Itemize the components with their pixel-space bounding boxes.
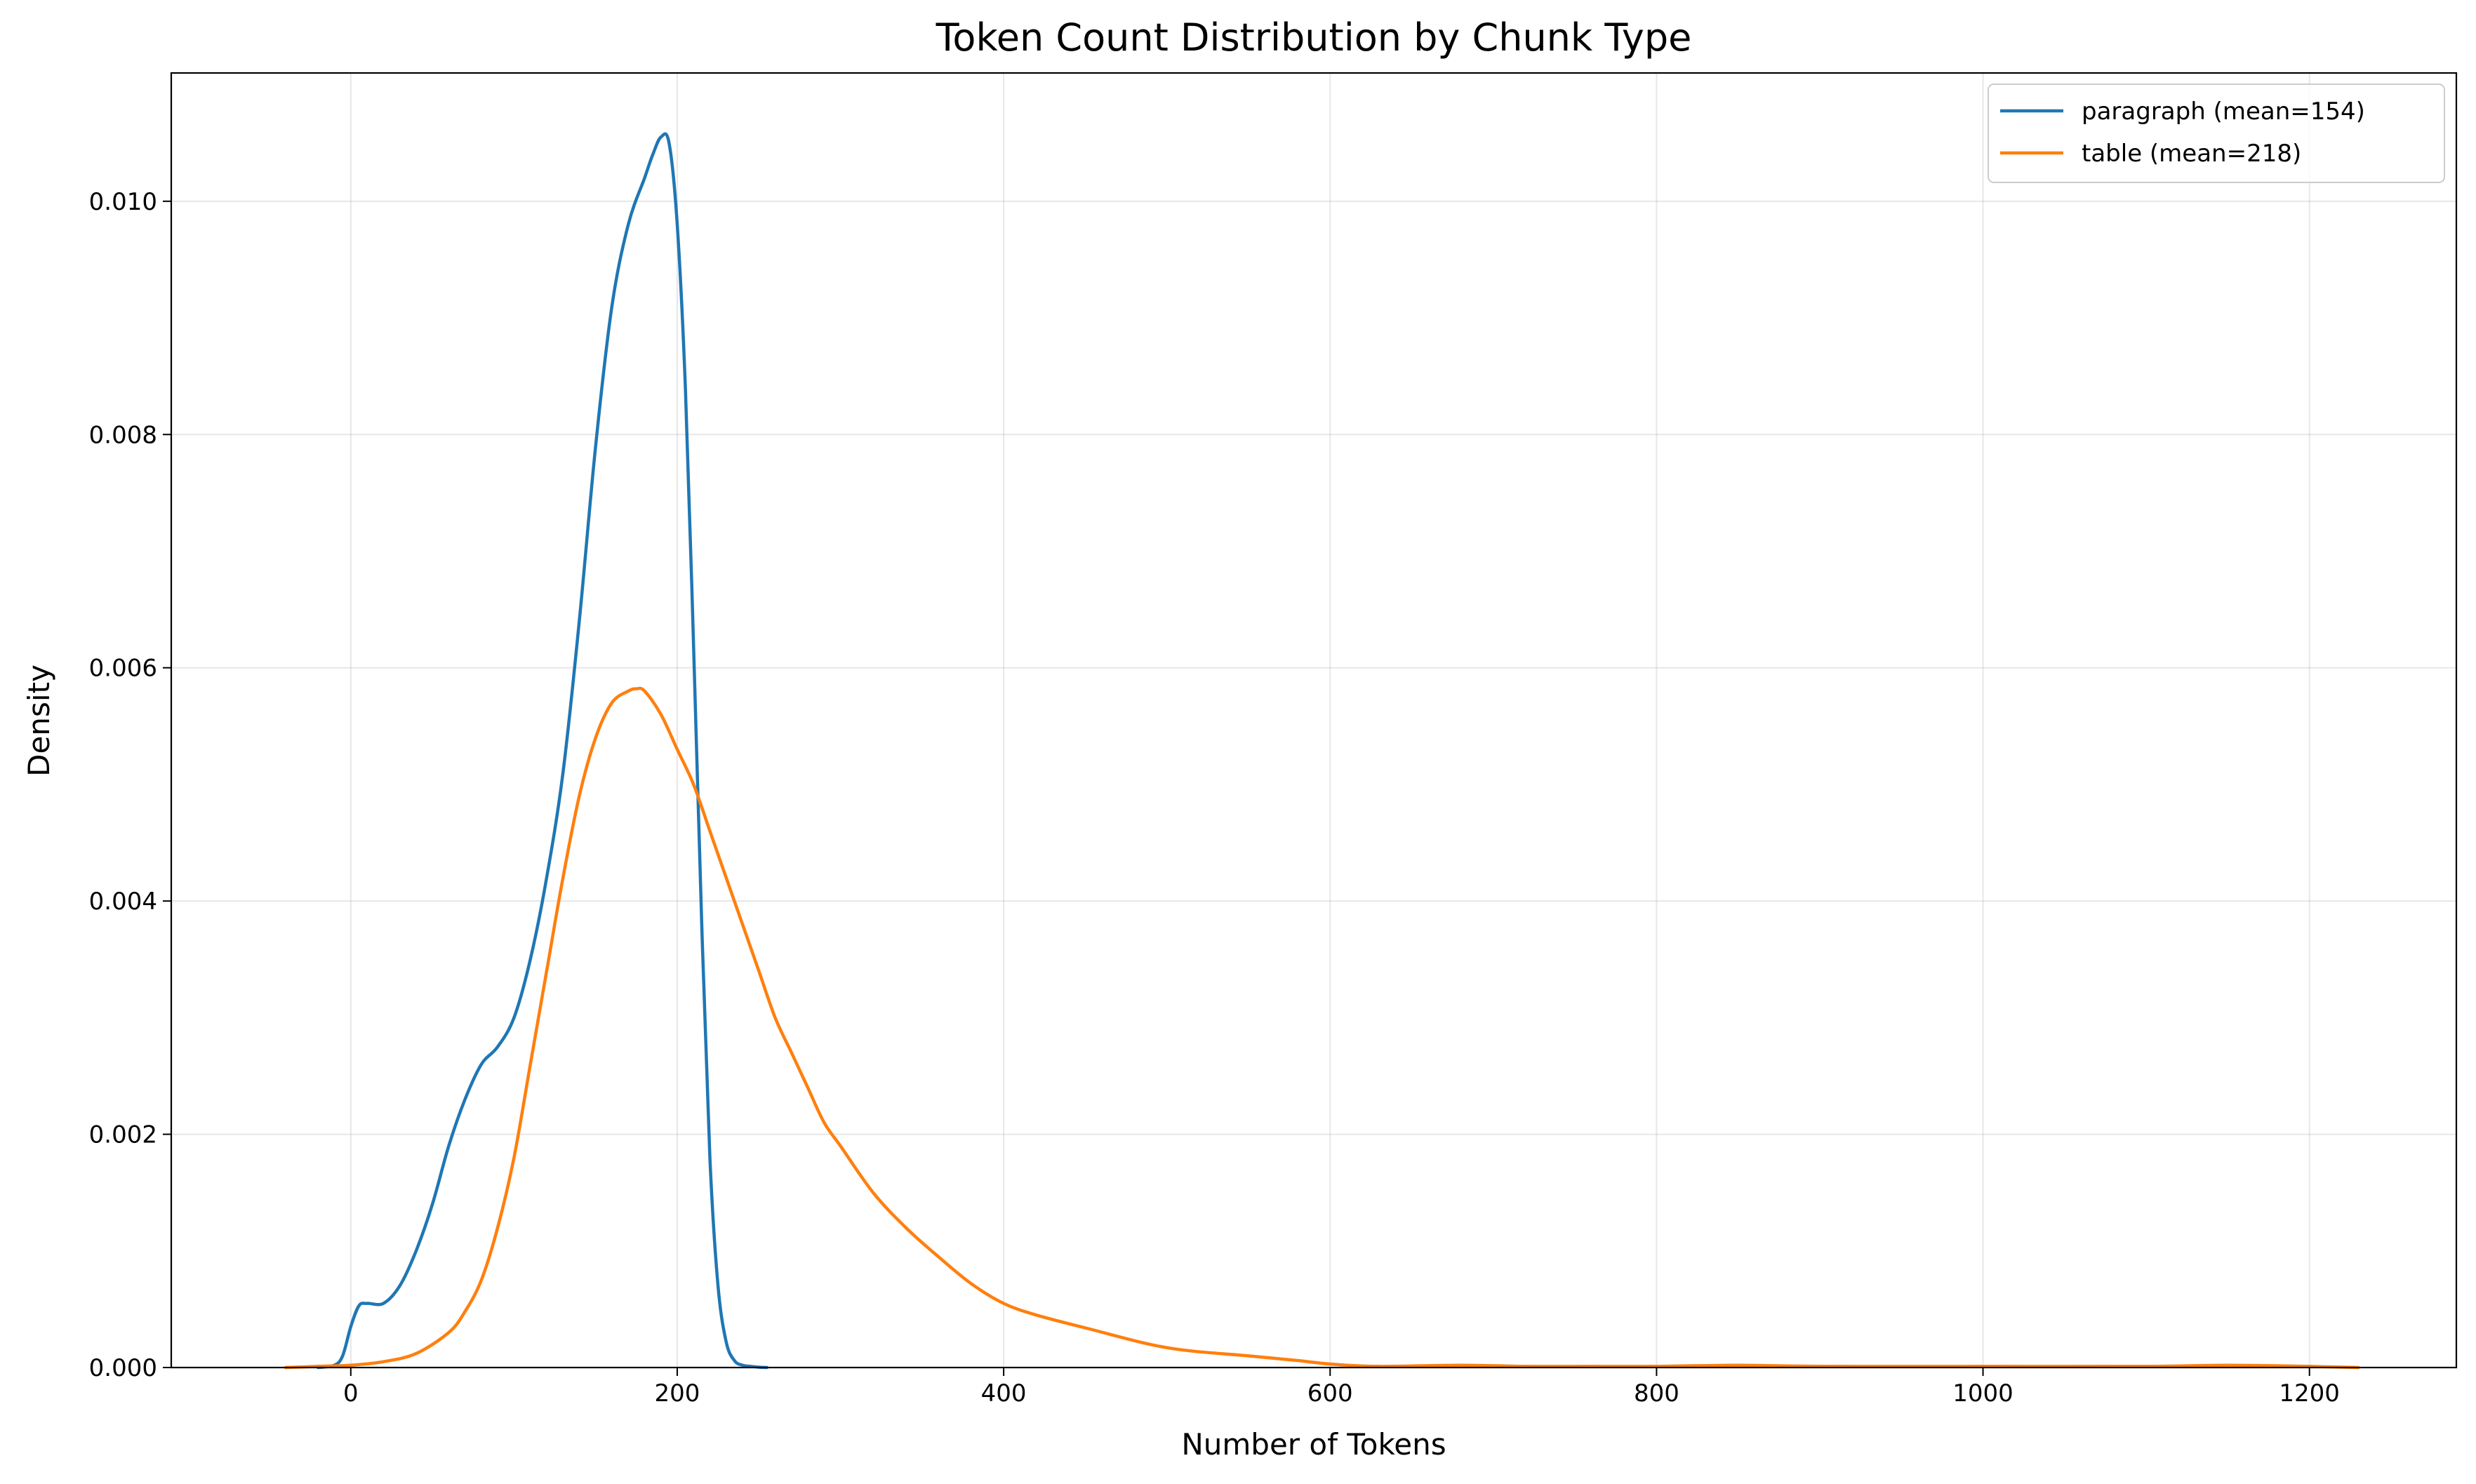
x-tick-label: 200 (655, 1379, 700, 1408)
y-axis-ticks: 0.000 0.002 0.004 0.006 0.008 0.010 (89, 188, 171, 1382)
series-line-0 (317, 132, 769, 1370)
grid (171, 73, 2456, 1368)
x-tick-label: 0 (343, 1379, 359, 1408)
y-axis-label: Density (22, 664, 56, 777)
y-tick-label: 0.006 (89, 655, 157, 683)
legend-label-table: table (mean=218) (2082, 140, 2301, 168)
y-tick-label: 0.004 (89, 888, 157, 916)
series-line-1 (284, 686, 2360, 1370)
y-tick-label: 0.000 (89, 1354, 157, 1382)
x-tick-label: 400 (981, 1379, 1027, 1408)
x-tick-label: 1000 (1952, 1379, 2014, 1408)
series-lines (284, 132, 2360, 1370)
x-tick-label: 1200 (2279, 1379, 2340, 1408)
y-tick-label: 0.008 (89, 421, 157, 449)
x-axis-label: Number of Tokens (1181, 1427, 1446, 1462)
legend-label-paragraph: paragraph (mean=154) (2082, 98, 2365, 126)
x-tick-label: 800 (1634, 1379, 1679, 1408)
y-tick-label: 0.002 (89, 1121, 157, 1149)
chart-title: Token Count Distribution by Chunk Type (936, 15, 1692, 60)
x-tick-label: 600 (1307, 1379, 1353, 1408)
legend: paragraph (mean=154) table (mean=218) (1988, 83, 2445, 183)
plot-frame (170, 72, 2458, 1369)
y-tick-label: 0.010 (89, 188, 157, 216)
x-axis-ticks: 0 200 400 600 800 1000 1200 (343, 1368, 2340, 1408)
legend-box (1988, 83, 2445, 183)
